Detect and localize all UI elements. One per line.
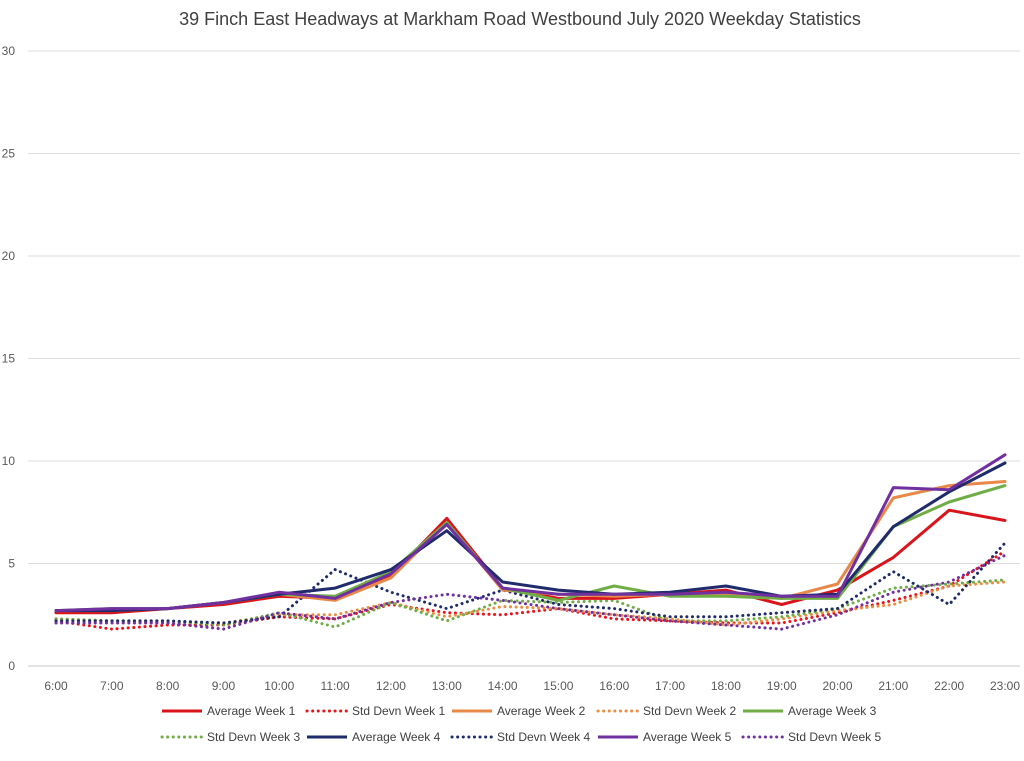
x-tick-label: 9:00 — [212, 679, 236, 693]
series-lines — [54, 453, 1007, 631]
series-line-average-week-4 — [54, 461, 1007, 613]
chart-title: 39 Finch East Headways at Markham Road W… — [179, 9, 861, 29]
legend-label: Average Week 1 — [207, 704, 296, 718]
x-tick-label: 10:00 — [264, 679, 294, 693]
x-axis-ticks: 6:00 7:00 8:00 9:00 10:00 11:00 12:00 13:00 14:0… — [44, 679, 1020, 693]
x-tick-label: 13:00 — [432, 679, 462, 693]
legend-label: Average Week 3 — [788, 704, 877, 718]
legend-item: Average Week 2 — [452, 704, 586, 718]
legend-item: Average Week 4 — [307, 730, 441, 744]
series-line-std-devn-week-4 — [54, 541, 1007, 625]
legend-item: Std Devn Week 2 — [596, 704, 736, 718]
legend-item: Average Week 3 — [743, 704, 877, 718]
series-line-std-devn-week-5 — [54, 553, 1007, 631]
legend-label: Std Devn Week 1 — [352, 704, 445, 718]
y-tick-label: 25 — [2, 147, 16, 161]
y-tick-label: 5 — [8, 557, 15, 571]
x-tick-label: 22:00 — [934, 679, 964, 693]
gridlines — [28, 50, 1020, 667]
legend-item: Std Devn Week 4 — [450, 730, 590, 744]
legend-label: Std Devn Week 5 — [788, 730, 881, 744]
x-tick-label: 21:00 — [878, 679, 908, 693]
y-tick-label: 30 — [2, 44, 16, 58]
series-line-average-week-5 — [54, 453, 1007, 613]
legend-label: Average Week 5 — [643, 730, 732, 744]
x-tick-label: 18:00 — [711, 679, 741, 693]
x-tick-label: 20:00 — [823, 679, 853, 693]
x-tick-label: 14:00 — [488, 679, 518, 693]
x-tick-label: 11:00 — [321, 679, 350, 693]
x-tick-label: 15:00 — [543, 679, 573, 693]
x-tick-label: 6:00 — [44, 679, 68, 693]
y-axis-ticks: 0 5 10 15 20 25 30 — [2, 44, 16, 673]
y-tick-label: 15 — [2, 352, 16, 366]
x-tick-label: 17:00 — [655, 679, 685, 693]
x-tick-label: 23:00 — [990, 679, 1020, 693]
y-tick-label: 0 — [8, 659, 15, 673]
legend-item: Average Week 1 — [162, 704, 296, 718]
legend-label: Average Week 4 — [352, 730, 441, 744]
legend-label: Std Devn Week 2 — [643, 704, 736, 718]
legend: Average Week 1 Std Devn Week 1 Average Wee… — [160, 704, 881, 744]
series-line-std-devn-week-3 — [54, 578, 1007, 629]
y-tick-label: 10 — [2, 454, 16, 468]
legend-item: Average Week 5 — [598, 730, 732, 744]
legend-item: Std Devn Week 5 — [741, 730, 881, 744]
x-tick-label: 12:00 — [376, 679, 406, 693]
legend-item: Std Devn Week 1 — [305, 704, 445, 718]
y-tick-label: 20 — [2, 249, 16, 263]
legend-label: Average Week 2 — [497, 704, 586, 718]
x-tick-label: 7:00 — [100, 679, 124, 693]
legend-label: Std Devn Week 4 — [497, 730, 590, 744]
legend-item: Std Devn Week 3 — [160, 730, 300, 744]
x-tick-label: 16:00 — [599, 679, 629, 693]
x-tick-label: 8:00 — [156, 679, 180, 693]
legend-label: Std Devn Week 3 — [207, 730, 300, 744]
x-tick-label: 19:00 — [767, 679, 797, 693]
